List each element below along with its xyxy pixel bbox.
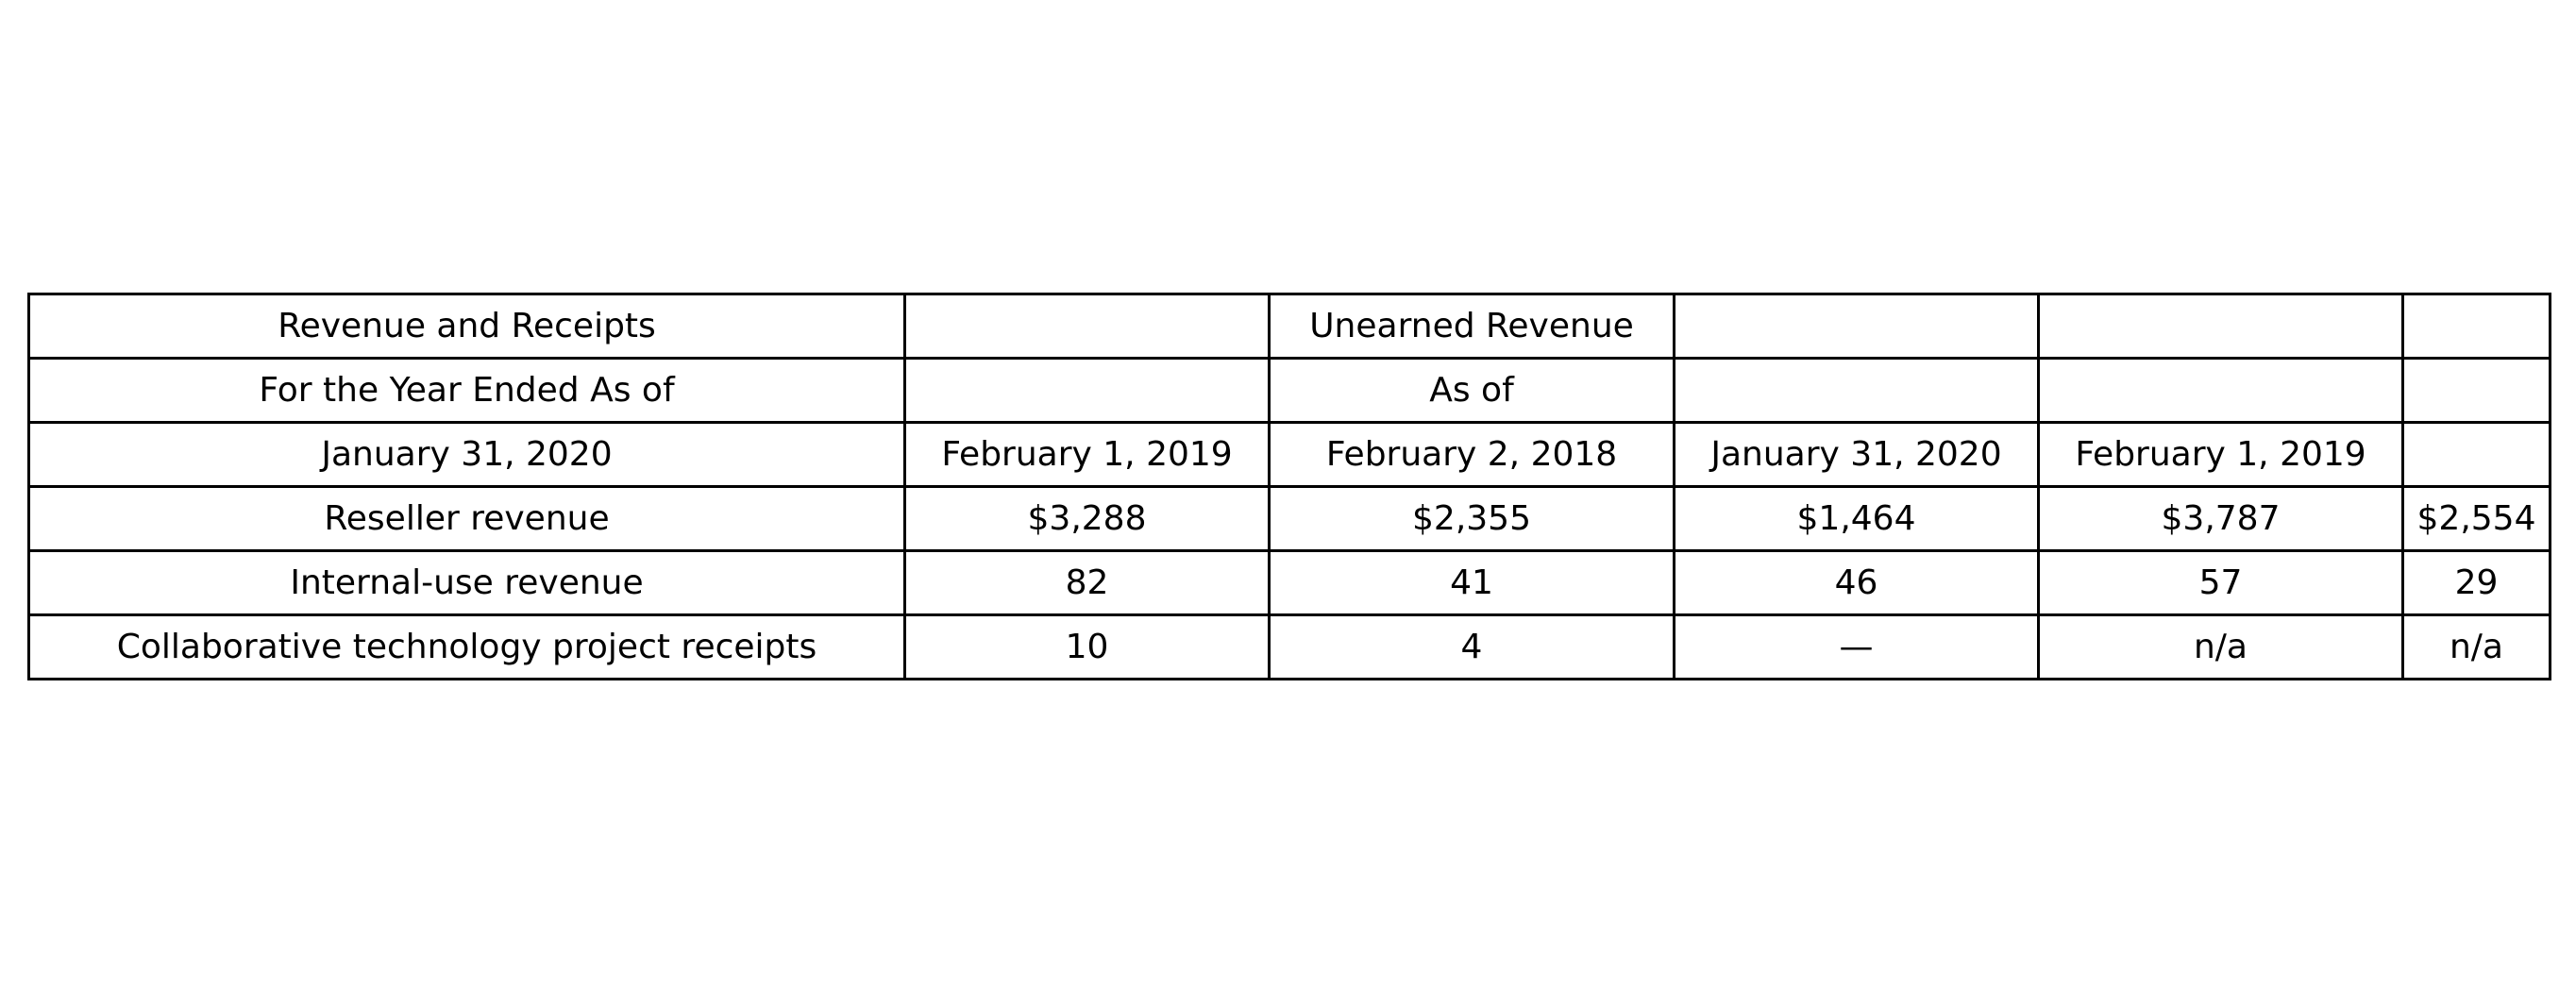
table-cell-r0-c5 — [2401, 293, 2551, 360]
table-cell-r0-c2: Unearned Revenue — [1268, 293, 1675, 360]
table-cell-r2-c5 — [2401, 421, 2551, 488]
table-cell-r4-c2: 41 — [1268, 549, 1675, 616]
revenue-table: Revenue and Receipts Unearned Revenue For … — [27, 293, 2551, 680]
table-cell-r4-c5: 29 — [2401, 549, 2551, 616]
table-cell-r1-c0: For the Year Ended As of — [27, 357, 906, 424]
table-cell-r2-c2: February 2, 2018 — [1268, 421, 1675, 488]
table-cell-r3-c3: $1,464 — [1673, 485, 2040, 552]
table-cell-r1-c1 — [903, 357, 1271, 424]
table-cell-r4-c4: 57 — [2037, 549, 2404, 616]
table-cell-r1-c3 — [1673, 357, 2040, 424]
table-container: Revenue and Receipts Unearned Revenue For … — [27, 293, 2551, 680]
table-cell-r3-c1: $3,288 — [903, 485, 1271, 552]
table-cell-r4-c0: Internal-use revenue — [27, 549, 906, 616]
table-cell-r2-c0: January 31, 2020 — [27, 421, 906, 488]
table-cell-r3-c0: Reseller revenue — [27, 485, 906, 552]
table-row: January 31, 2020 February 1, 2019 February… — [27, 421, 2551, 488]
table-cell-r3-c4: $3,787 — [2037, 485, 2404, 552]
table-cell-r5-c3: — — [1673, 613, 2040, 680]
table-cell-r3-c5: $2,554 — [2401, 485, 2551, 552]
table-cell-r5-c2: 4 — [1268, 613, 1675, 680]
table-row: Reseller revenue $3,288 $2,355 $1,464 $3,787… — [27, 485, 2551, 552]
table-row: Internal-use revenue 82 41 46 57 29 — [27, 549, 2551, 616]
table-cell-r0-c4 — [2037, 293, 2404, 360]
table-cell-r2-c3: January 31, 2020 — [1673, 421, 2040, 488]
table-cell-r5-c1: 10 — [903, 613, 1271, 680]
table-row: Collaborative technology project receipt… — [27, 613, 2551, 680]
table-cell-r4-c1: 82 — [903, 549, 1271, 616]
table-cell-r0-c3 — [1673, 293, 2040, 360]
table-cell-r0-c0: Revenue and Receipts — [27, 293, 906, 360]
table-cell-r0-c1 — [903, 293, 1271, 360]
table-cell-r5-c5: n/a — [2401, 613, 2551, 680]
table-body: Revenue and Receipts Unearned Revenue For … — [27, 293, 2551, 680]
table-cell-r4-c3: 46 — [1673, 549, 2040, 616]
table-cell-r3-c2: $2,355 — [1268, 485, 1675, 552]
table-cell-r5-c0: Collaborative technology project receipt… — [27, 613, 906, 680]
table-row: For the Year Ended As of As of — [27, 357, 2551, 424]
table-cell-r1-c4 — [2037, 357, 2404, 424]
table-cell-r1-c5 — [2401, 357, 2551, 424]
table-cell-r2-c1: February 1, 2019 — [903, 421, 1271, 488]
table-cell-r1-c2: As of — [1268, 357, 1675, 424]
table-cell-r5-c4: n/a — [2037, 613, 2404, 680]
table-cell-r2-c4: February 1, 2019 — [2037, 421, 2404, 488]
table-row: Revenue and Receipts Unearned Revenue — [27, 293, 2551, 360]
